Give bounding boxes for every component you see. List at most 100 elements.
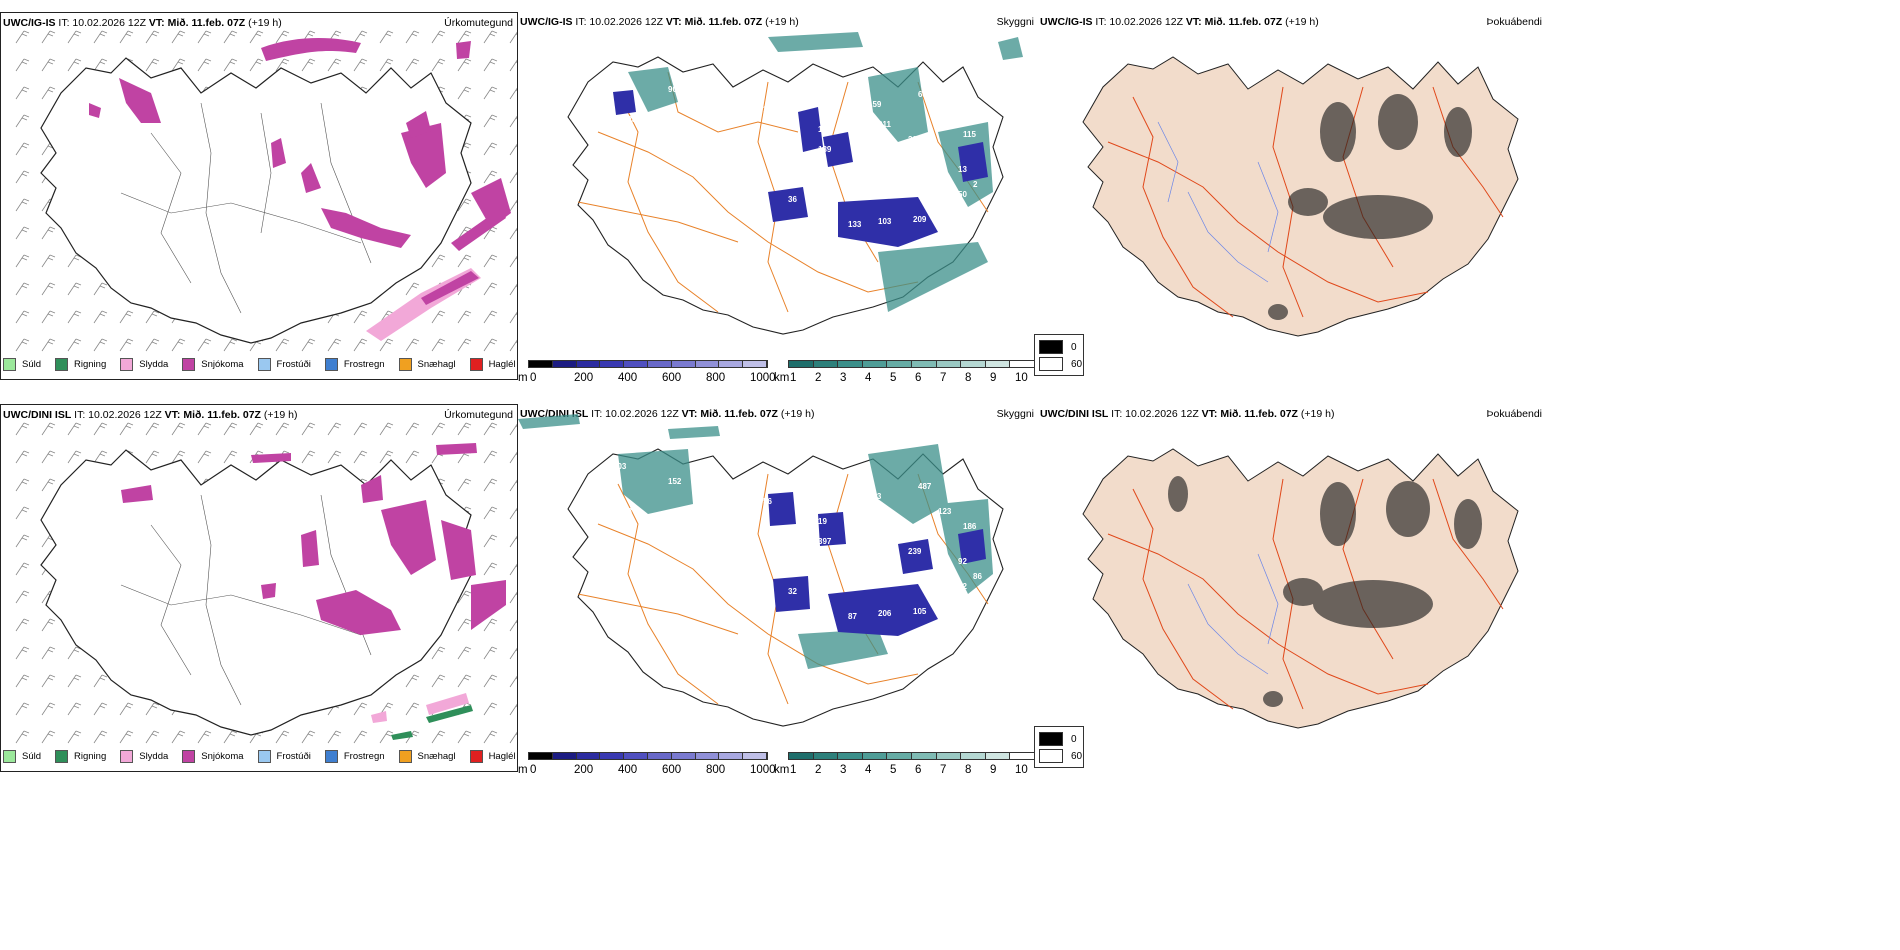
cloud-base-label: 163 — [848, 180, 862, 189]
wind-barb — [483, 30, 498, 44]
legend-item-freezing-rain: Frostregn — [324, 750, 385, 763]
cloud-base-label: 86 — [973, 572, 982, 581]
colorbar-segment — [985, 361, 1011, 367]
legend-swatch — [120, 358, 134, 371]
wind-barb — [457, 30, 472, 44]
legend-item-freezing-rain: Frostregn — [324, 358, 385, 371]
wind-barb — [223, 450, 238, 464]
wind-barb — [93, 30, 108, 44]
fog-key: 0 60 — [1034, 334, 1084, 376]
colorbar-segment — [600, 753, 625, 759]
cloud-base-label: 92 — [958, 582, 967, 591]
colorbar-elevation-strip — [528, 752, 768, 760]
cloud-base-label: 93 — [783, 140, 792, 149]
wind-barb — [405, 702, 420, 716]
wind-barb — [15, 282, 30, 296]
wind-barb — [119, 310, 134, 324]
wind-barb — [509, 451, 517, 464]
visibility-panel-bottom: UWC/DINI ISL IT: 10.02.2026 12Z VT: Mið.… — [518, 404, 1038, 776]
cloud-base-label: 161 — [773, 160, 787, 169]
wind-barb — [223, 422, 238, 436]
colorbar-segment — [743, 753, 767, 759]
wind-barb — [353, 702, 368, 716]
colorbar-tick-label: 3 — [840, 372, 847, 384]
precip-map — [15, 30, 517, 352]
legend-swatch — [324, 358, 338, 371]
colorbar-tick-label: 1000 — [750, 372, 776, 384]
wind-barb — [483, 86, 498, 100]
colorbar-segment — [1010, 361, 1035, 367]
wind-barb — [301, 338, 316, 352]
fog-key-row: 0 — [1039, 732, 1077, 746]
wind-barb — [145, 58, 160, 72]
wind-barb — [119, 730, 134, 744]
visibility-map: 103 15 68 152 56 19 238 232 293 487 192 397 123 130 18… — [518, 414, 1004, 727]
cloud-base-label: 2 — [973, 180, 978, 189]
wind-barb — [509, 731, 517, 744]
legend-item-drizzle: Súld — [3, 358, 41, 371]
panel-title: UWC/IG-IS IT: 10.02.2026 12Z VT: Mið. 11… — [3, 17, 282, 29]
wind-barb — [93, 702, 108, 716]
wind-barb — [483, 674, 498, 688]
wind-barb — [41, 30, 56, 44]
wind-barb — [483, 254, 498, 268]
cloud-base-label: 209 — [913, 215, 927, 224]
wind-barb — [509, 171, 517, 184]
wind-barb — [509, 479, 517, 492]
legend-item-sleet: Slydda — [120, 358, 168, 371]
legend-item-sleet: Slydda — [120, 750, 168, 763]
panel-title: UWC/DINI ISL IT: 10.02.2026 12Z VT: Mið.… — [1040, 408, 1335, 420]
colorbar-tick-label: 3 — [840, 764, 847, 776]
wind-barb — [457, 198, 472, 212]
colorbar-segment — [911, 753, 937, 759]
cloud-base-label: 232 — [848, 472, 862, 481]
wind-barb — [41, 702, 56, 716]
wind-barb — [431, 730, 446, 744]
colorbar-tick-label: 2 — [815, 764, 822, 776]
wind-barb — [457, 338, 472, 352]
wind-barb — [67, 646, 82, 660]
cloud-base-label: 166 — [813, 562, 827, 571]
wind-barb — [15, 58, 30, 72]
wind-barb — [509, 87, 517, 100]
wind-barb — [483, 310, 498, 324]
cloud-base-label: 293 — [868, 492, 882, 501]
fog-key-swatch — [1039, 732, 1063, 746]
cloud-base-label: 116 — [908, 155, 921, 164]
legend-item-freezing-drizzle: Frostúði — [257, 750, 311, 763]
cloud-base-label: 238 — [783, 532, 797, 541]
precip-type-panel-bottom: UWC/DINI ISL IT: 10.02.2026 12Z VT: Mið.… — [0, 404, 518, 772]
wind-barb — [431, 422, 446, 436]
colorbar-unit: km — [774, 372, 790, 384]
wind-barb — [405, 282, 420, 296]
wind-barb — [405, 338, 420, 352]
wind-barb — [197, 30, 212, 44]
wind-barb — [509, 703, 517, 716]
colorbar-tick-label: 600 — [662, 764, 682, 776]
wind-barb — [197, 450, 212, 464]
fog-key-row: 60 — [1039, 749, 1082, 763]
wind-barb — [93, 310, 108, 324]
wind-barb — [483, 562, 498, 576]
wind-barb — [509, 619, 517, 632]
legend-item-snow-pellets: Snæhagl — [398, 750, 456, 763]
colorbar-segment — [1010, 753, 1035, 759]
colorbar-segment — [911, 361, 937, 367]
wind-barb — [483, 422, 498, 436]
colorbar-tick-label: 1 — [790, 372, 797, 384]
legend-swatch — [3, 358, 16, 371]
wind-barb — [93, 58, 108, 72]
legend-swatch — [469, 358, 483, 371]
wind-barb — [223, 30, 238, 44]
fog-key-row: 60 — [1039, 357, 1082, 371]
colorbar-tick-label: 10 — [1015, 764, 1028, 776]
wind-barb — [197, 730, 212, 744]
wind-barb — [483, 114, 498, 128]
cloud-base-label: 128 — [623, 115, 637, 124]
cloud-base-label: 13 — [958, 165, 967, 174]
wind-barb — [353, 422, 368, 436]
cloud-base-label: 211 — [878, 120, 891, 129]
wind-barb — [457, 254, 472, 268]
precip-legend: Súld Rigning Slydda Snjókoma Frostúði Fr… — [3, 750, 516, 763]
wind-barb — [41, 674, 56, 688]
